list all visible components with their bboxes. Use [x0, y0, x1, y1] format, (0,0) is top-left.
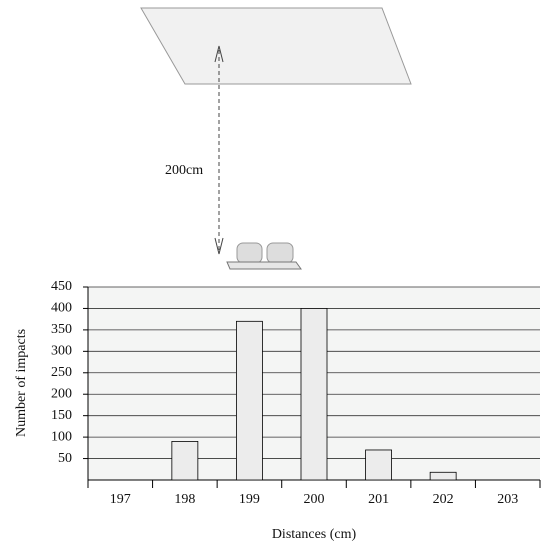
bar	[301, 308, 327, 480]
bar	[236, 321, 262, 480]
x-tick-label: 201	[368, 492, 389, 507]
y-tick-label: 100	[51, 429, 72, 444]
bar	[366, 450, 392, 480]
y-tick-label: 450	[51, 279, 72, 294]
y-tick-label: 50	[58, 451, 72, 466]
ceiling-plane	[141, 8, 411, 84]
y-tick-label: 350	[51, 322, 72, 337]
device-part	[267, 243, 293, 263]
y-axis-label: Number of impacts	[14, 329, 29, 437]
distance-label: 200cm	[165, 163, 203, 178]
device-part	[237, 243, 262, 263]
y-tick-label: 400	[51, 301, 72, 316]
x-tick-label: 200	[304, 492, 325, 507]
x-tick-label: 203	[497, 492, 518, 507]
x-tick-label: 202	[433, 492, 454, 507]
x-tick-label: 197	[110, 492, 131, 507]
x-tick-label: 198	[174, 492, 195, 507]
y-tick-label: 200	[51, 386, 72, 401]
device-tray	[227, 262, 301, 269]
bar	[172, 441, 198, 480]
figure: 200cm Distances (cm) Number of impacts 5…	[0, 0, 541, 547]
x-axis-label: Distances (cm)	[272, 527, 357, 542]
x-tick-label: 199	[239, 492, 260, 507]
y-tick-label: 300	[51, 344, 72, 359]
bar	[430, 472, 456, 480]
y-tick-label: 150	[51, 408, 72, 423]
y-tick-label: 250	[51, 365, 72, 380]
